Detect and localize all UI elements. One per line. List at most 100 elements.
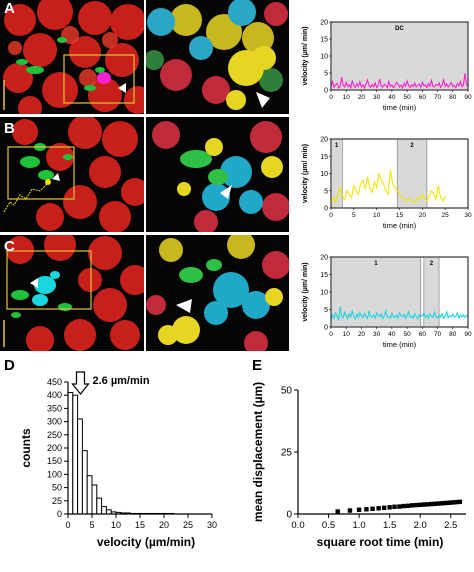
x-tick-label: 5 [352, 212, 356, 219]
zoom-box [6, 250, 92, 310]
panel-label-e: E [252, 357, 263, 374]
x-axis-label: time (min) [383, 221, 417, 230]
velocity-series-line [330, 306, 469, 322]
x-tick-label: 1.0 [352, 520, 365, 531]
data-point [445, 500, 450, 506]
y-tick-label: 10 [320, 171, 328, 178]
x-tick-label: 0 [329, 331, 333, 338]
y-tick-label: 20 [320, 20, 328, 27]
data-point [376, 506, 381, 511]
x-tick-label: 2.0 [414, 520, 427, 531]
median-annotation: 2.6 µm/min [92, 375, 149, 387]
micrograph-a-overview [0, 0, 144, 114]
micrograph-b-zoom-image [152, 121, 289, 232]
data-point [457, 499, 463, 505]
data-point [414, 502, 419, 508]
y-tick-label: 300 [47, 417, 62, 427]
panel-label-a: A [4, 0, 15, 17]
x-tick-label: 70 [434, 94, 442, 101]
data-point [401, 503, 406, 509]
x-tick-label: 40 [388, 331, 396, 338]
arrowhead-icon [256, 92, 270, 108]
micrograph-a-zoom [146, 0, 289, 114]
histogram-bar [67, 392, 74, 515]
shaded-region-label: 1 [374, 261, 378, 267]
x-tick-label: 1.5 [383, 520, 396, 531]
velocity-series-line [330, 73, 469, 90]
histogram-bar [77, 418, 83, 515]
x-tick-label: 0.0 [291, 520, 304, 531]
shaded-region [330, 21, 469, 91]
micrograph-b-zoom [146, 117, 289, 232]
x-axis-label: square root time (min) [317, 535, 444, 549]
data-point [454, 499, 460, 505]
arrowhead-icon [220, 185, 232, 199]
y-tick-label: 450 [47, 377, 62, 387]
y-tick-label: 15 [320, 37, 328, 44]
x-tick-label: 10 [343, 94, 351, 101]
y-tick-label: 10 [320, 290, 328, 297]
x-tick-label: 10 [111, 520, 121, 530]
data-point [370, 506, 375, 511]
y-tick-label: 20 [320, 255, 328, 262]
y-tick-label: 50 [281, 386, 293, 397]
y-tick-label: 15 [320, 272, 328, 279]
histogram-bar [86, 475, 93, 515]
data-point [428, 501, 434, 507]
panel-label-c: C [4, 238, 15, 255]
x-tick-label: 0 [65, 520, 70, 530]
y-tick-label: 0 [324, 88, 328, 95]
y-tick-label: 100 [47, 469, 62, 479]
x-tick-label: 0.5 [322, 520, 335, 531]
x-tick-label: 90 [464, 331, 472, 338]
data-point [392, 504, 397, 510]
panel-label-b: B [4, 120, 15, 137]
data-point [439, 501, 444, 506]
shaded-region-label: 2 [410, 143, 414, 149]
x-tick-label: 30 [464, 212, 472, 219]
histogram-bar [101, 506, 107, 515]
velocity-series-line [330, 169, 446, 205]
data-point [364, 507, 369, 512]
x-tick-label: 60 [419, 331, 427, 338]
x-tick-label: 0 [329, 212, 333, 219]
velocity-chart-a: DC 0 5 10 15 20 0 10 20 30 40 50 60 70 80 90 time (min) v… [302, 20, 472, 113]
x-axis-label: time (min) [383, 103, 417, 112]
y-tick-label: 5 [324, 71, 328, 78]
x-tick-label: 20 [358, 94, 366, 101]
data-point [387, 505, 392, 510]
data-point [397, 504, 402, 509]
x-tick-label: 10 [373, 212, 381, 219]
x-tick-label: 70 [434, 331, 442, 338]
x-axis-label: velocity (µm/min) [97, 535, 195, 549]
zoom-box [63, 54, 135, 104]
data-point [381, 505, 387, 510]
y-tick-label: 0 [57, 509, 62, 519]
shaded-region [396, 138, 428, 209]
x-tick-label: 30 [373, 94, 381, 101]
shaded-region-label: DC [395, 26, 404, 32]
data-point [425, 502, 430, 507]
histogram-bar [72, 394, 79, 515]
cell-track [3, 182, 49, 213]
x-tick-label: 10 [343, 331, 351, 338]
data-point [335, 509, 340, 514]
histogram-bar [96, 497, 103, 515]
x-tick-label: 80 [449, 331, 457, 338]
shaded-region-label: 2 [430, 261, 434, 267]
micrograph-a-zoom-image [146, 0, 288, 110]
panel-label-d: D [4, 357, 15, 374]
micrograph-c-zoom [146, 235, 289, 351]
y-axis-label: velocity (µm/ min) [302, 144, 309, 203]
histogram-bar [91, 484, 98, 515]
data-point [421, 502, 427, 507]
y-axis-label: velocity (µm/ min) [302, 26, 309, 85]
y-tick-label: 50 [52, 483, 62, 493]
x-tick-label: 50 [403, 331, 411, 338]
x-tick-label: 20 [358, 331, 366, 338]
arrowhead-icon [118, 83, 126, 93]
x-tick-label: 25 [442, 212, 450, 219]
y-tick-label: 400 [47, 390, 62, 400]
